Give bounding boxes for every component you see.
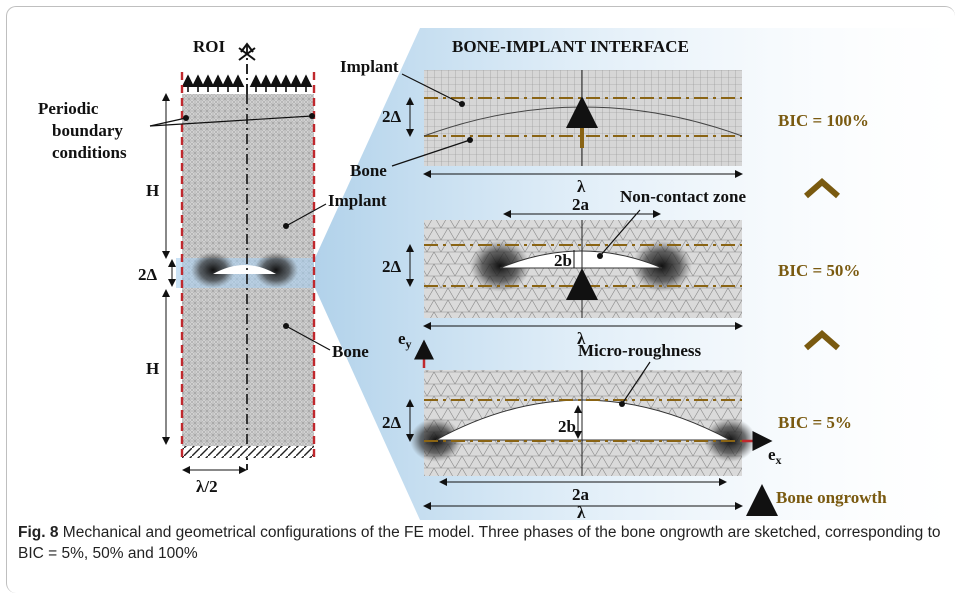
h-label-bottom: H [146, 359, 159, 378]
panel3-2a: 2a [572, 485, 590, 504]
panel3-roughness: Micro-roughness [578, 341, 701, 360]
periodic-label-2: boundary [52, 121, 123, 140]
chevron-up-icon-2 [804, 330, 840, 351]
roi-delta-label: 2Δ [138, 265, 158, 284]
panel1-implant: Implant [340, 57, 399, 76]
legend-ongrowth: Bone ongrowth [746, 484, 887, 516]
panel-bic-50: 2a Non-contact zone 2Δ 2b λ BIC = 50% [382, 187, 860, 348]
caption-text: Mechanical and geometrical configuration… [18, 524, 941, 562]
panel3-lambda: λ [577, 503, 586, 520]
bic-50-label: BIC = 50% [778, 261, 860, 280]
fixed-support [182, 446, 314, 458]
panel3-delta: 2Δ [382, 413, 402, 432]
panel1-bone: Bone [350, 161, 387, 180]
panel3-2b: 2b [558, 417, 576, 436]
interface-title: BONE-IMPLANT INTERFACE [452, 37, 689, 56]
figure-caption: Fig. 8 Mechanical and geometrical config… [18, 522, 948, 564]
ex-label: ex [768, 445, 782, 467]
panel2-noncontact: Non-contact zone [620, 187, 747, 206]
periodic-label-3: conditions [52, 143, 127, 162]
roi-title: ROI [193, 37, 226, 56]
caption-fig-label: Fig. 8 [18, 524, 59, 541]
panel2-delta: 2Δ [382, 257, 402, 276]
bic-100-label: BIC = 100% [778, 111, 869, 130]
panel1-delta: 2Δ [382, 107, 402, 126]
legend-ongrowth-text: Bone ongrowth [776, 488, 887, 507]
panel-bic-100: 2Δ Implant Bone λ BIC = 100% [340, 57, 869, 196]
tension-arrows [181, 74, 313, 92]
panel1-lambda: λ [577, 177, 586, 196]
periodic-label-1: Periodic [38, 99, 99, 118]
panel2-2b: 2b [554, 251, 572, 270]
h-label-top: H [146, 181, 159, 200]
panel2-lambda: λ [577, 329, 586, 348]
ey-label: ey [398, 329, 412, 351]
roi-gap [213, 265, 276, 274]
diagram: ROI [38, 28, 958, 520]
panel2-2a: 2a [572, 195, 590, 214]
roi-bone-label: Bone [332, 342, 369, 361]
bic-5-label: BIC = 5% [778, 413, 852, 432]
chevron-up-icon [804, 178, 840, 199]
panel-bic-5: 2Δ 2b Micro-roughness ex ey 2a λ BIC = 5… [382, 329, 852, 520]
figure-frame [6, 6, 955, 593]
roi-implant-label: Implant [328, 191, 387, 210]
half-lambda-label: λ/2 [196, 477, 218, 496]
